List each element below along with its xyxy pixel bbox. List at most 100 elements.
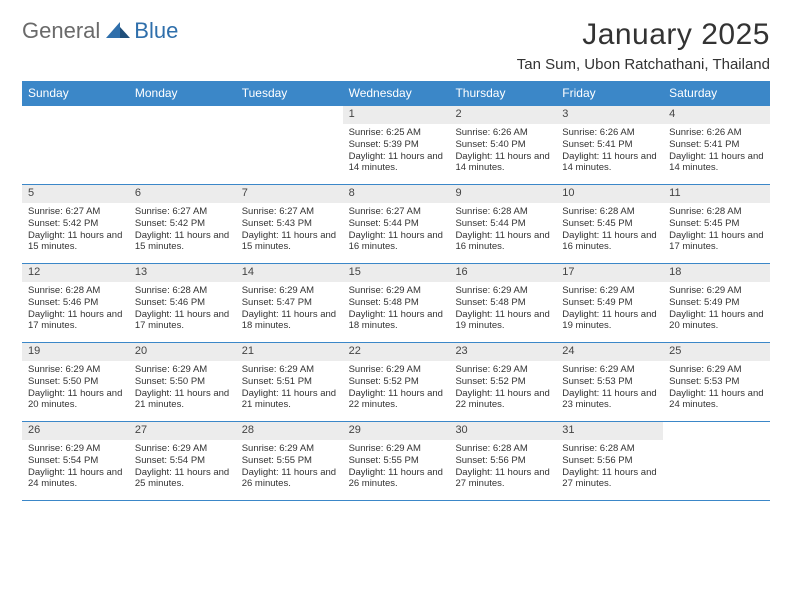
calendar-day: 16Sunrise: 6:29 AMSunset: 5:48 PMDayligh… xyxy=(449,264,556,342)
day-details: Sunrise: 6:29 AMSunset: 5:55 PMDaylight:… xyxy=(236,440,343,497)
day-number: 31 xyxy=(556,422,663,440)
day-details: Sunrise: 6:29 AMSunset: 5:54 PMDaylight:… xyxy=(22,440,129,497)
day-number: 26 xyxy=(22,422,129,440)
day-details: Sunrise: 6:28 AMSunset: 5:44 PMDaylight:… xyxy=(449,203,556,260)
day-details: Sunrise: 6:28 AMSunset: 5:46 PMDaylight:… xyxy=(22,282,129,339)
day-number: 1 xyxy=(343,106,450,124)
day-details: Sunrise: 6:29 AMSunset: 5:55 PMDaylight:… xyxy=(343,440,450,497)
header: General Blue January 2025 Tan Sum, Ubon … xyxy=(22,18,770,73)
weekday-header: Wednesday xyxy=(343,81,450,105)
calendar-day: 7Sunrise: 6:27 AMSunset: 5:43 PMDaylight… xyxy=(236,185,343,263)
day-details: Sunrise: 6:29 AMSunset: 5:52 PMDaylight:… xyxy=(343,361,450,418)
page-title: January 2025 xyxy=(517,18,770,52)
day-number: 18 xyxy=(663,264,770,282)
day-details: Sunrise: 6:28 AMSunset: 5:45 PMDaylight:… xyxy=(556,203,663,260)
calendar-week: 19Sunrise: 6:29 AMSunset: 5:50 PMDayligh… xyxy=(22,342,770,421)
title-block: January 2025 Tan Sum, Ubon Ratchathani, … xyxy=(517,18,770,73)
day-details: Sunrise: 6:29 AMSunset: 5:50 PMDaylight:… xyxy=(22,361,129,418)
day-number: 21 xyxy=(236,343,343,361)
day-number: 16 xyxy=(449,264,556,282)
day-number: 3 xyxy=(556,106,663,124)
day-number: 6 xyxy=(129,185,236,203)
day-details: Sunrise: 6:29 AMSunset: 5:53 PMDaylight:… xyxy=(663,361,770,418)
day-number: 5 xyxy=(22,185,129,203)
day-number: 13 xyxy=(129,264,236,282)
day-number xyxy=(22,106,129,110)
weekday-header: Thursday xyxy=(449,81,556,105)
calendar-day xyxy=(129,106,236,184)
day-number: 30 xyxy=(449,422,556,440)
day-details: Sunrise: 6:29 AMSunset: 5:54 PMDaylight:… xyxy=(129,440,236,497)
day-number: 27 xyxy=(129,422,236,440)
calendar-day: 5Sunrise: 6:27 AMSunset: 5:42 PMDaylight… xyxy=(22,185,129,263)
day-number: 29 xyxy=(343,422,450,440)
calendar-day: 17Sunrise: 6:29 AMSunset: 5:49 PMDayligh… xyxy=(556,264,663,342)
calendar-day: 18Sunrise: 6:29 AMSunset: 5:49 PMDayligh… xyxy=(663,264,770,342)
calendar: SundayMondayTuesdayWednesdayThursdayFrid… xyxy=(22,81,770,501)
calendar-day: 8Sunrise: 6:27 AMSunset: 5:44 PMDaylight… xyxy=(343,185,450,263)
day-details: Sunrise: 6:29 AMSunset: 5:50 PMDaylight:… xyxy=(129,361,236,418)
day-number: 11 xyxy=(663,185,770,203)
day-details: Sunrise: 6:28 AMSunset: 5:46 PMDaylight:… xyxy=(129,282,236,339)
calendar-week: 12Sunrise: 6:28 AMSunset: 5:46 PMDayligh… xyxy=(22,263,770,342)
day-number: 10 xyxy=(556,185,663,203)
day-details: Sunrise: 6:28 AMSunset: 5:56 PMDaylight:… xyxy=(556,440,663,497)
calendar-day xyxy=(663,422,770,500)
day-number: 7 xyxy=(236,185,343,203)
day-details: Sunrise: 6:26 AMSunset: 5:41 PMDaylight:… xyxy=(556,124,663,181)
day-details: Sunrise: 6:26 AMSunset: 5:41 PMDaylight:… xyxy=(663,124,770,181)
day-details: Sunrise: 6:29 AMSunset: 5:48 PMDaylight:… xyxy=(343,282,450,339)
day-number: 22 xyxy=(343,343,450,361)
day-details: Sunrise: 6:29 AMSunset: 5:53 PMDaylight:… xyxy=(556,361,663,418)
calendar-day: 10Sunrise: 6:28 AMSunset: 5:45 PMDayligh… xyxy=(556,185,663,263)
day-details: Sunrise: 6:27 AMSunset: 5:44 PMDaylight:… xyxy=(343,203,450,260)
calendar-day: 13Sunrise: 6:28 AMSunset: 5:46 PMDayligh… xyxy=(129,264,236,342)
day-number: 15 xyxy=(343,264,450,282)
weekday-header-row: SundayMondayTuesdayWednesdayThursdayFrid… xyxy=(22,81,770,105)
day-number: 19 xyxy=(22,343,129,361)
day-number: 28 xyxy=(236,422,343,440)
calendar-day: 25Sunrise: 6:29 AMSunset: 5:53 PMDayligh… xyxy=(663,343,770,421)
calendar-day: 4Sunrise: 6:26 AMSunset: 5:41 PMDaylight… xyxy=(663,106,770,184)
day-number: 25 xyxy=(663,343,770,361)
calendar-day: 2Sunrise: 6:26 AMSunset: 5:40 PMDaylight… xyxy=(449,106,556,184)
day-number: 4 xyxy=(663,106,770,124)
day-details: Sunrise: 6:29 AMSunset: 5:49 PMDaylight:… xyxy=(556,282,663,339)
calendar-day: 31Sunrise: 6:28 AMSunset: 5:56 PMDayligh… xyxy=(556,422,663,500)
location: Tan Sum, Ubon Ratchathani, Thailand xyxy=(517,56,770,73)
day-number xyxy=(663,422,770,426)
calendar-week: 5Sunrise: 6:27 AMSunset: 5:42 PMDaylight… xyxy=(22,184,770,263)
day-details: Sunrise: 6:26 AMSunset: 5:40 PMDaylight:… xyxy=(449,124,556,181)
day-details: Sunrise: 6:27 AMSunset: 5:42 PMDaylight:… xyxy=(22,203,129,260)
calendar-day: 28Sunrise: 6:29 AMSunset: 5:55 PMDayligh… xyxy=(236,422,343,500)
calendar-day: 1Sunrise: 6:25 AMSunset: 5:39 PMDaylight… xyxy=(343,106,450,184)
weekday-header: Monday xyxy=(129,81,236,105)
calendar-day: 11Sunrise: 6:28 AMSunset: 5:45 PMDayligh… xyxy=(663,185,770,263)
logo-text-2: Blue xyxy=(134,18,178,44)
day-details: Sunrise: 6:27 AMSunset: 5:43 PMDaylight:… xyxy=(236,203,343,260)
day-number xyxy=(236,106,343,110)
calendar-day xyxy=(236,106,343,184)
day-details: Sunrise: 6:29 AMSunset: 5:52 PMDaylight:… xyxy=(449,361,556,418)
logo: General Blue xyxy=(22,18,178,44)
calendar-day: 19Sunrise: 6:29 AMSunset: 5:50 PMDayligh… xyxy=(22,343,129,421)
calendar-body: 1Sunrise: 6:25 AMSunset: 5:39 PMDaylight… xyxy=(22,105,770,501)
day-number xyxy=(129,106,236,110)
day-number: 23 xyxy=(449,343,556,361)
day-details: Sunrise: 6:28 AMSunset: 5:56 PMDaylight:… xyxy=(449,440,556,497)
calendar-week: 1Sunrise: 6:25 AMSunset: 5:39 PMDaylight… xyxy=(22,105,770,184)
calendar-day: 9Sunrise: 6:28 AMSunset: 5:44 PMDaylight… xyxy=(449,185,556,263)
day-details: Sunrise: 6:29 AMSunset: 5:49 PMDaylight:… xyxy=(663,282,770,339)
calendar-day: 26Sunrise: 6:29 AMSunset: 5:54 PMDayligh… xyxy=(22,422,129,500)
calendar-day: 20Sunrise: 6:29 AMSunset: 5:50 PMDayligh… xyxy=(129,343,236,421)
day-number: 17 xyxy=(556,264,663,282)
day-number: 12 xyxy=(22,264,129,282)
weekday-header: Sunday xyxy=(22,81,129,105)
calendar-day: 12Sunrise: 6:28 AMSunset: 5:46 PMDayligh… xyxy=(22,264,129,342)
logo-icon xyxy=(106,18,132,44)
calendar-day: 22Sunrise: 6:29 AMSunset: 5:52 PMDayligh… xyxy=(343,343,450,421)
calendar-day: 3Sunrise: 6:26 AMSunset: 5:41 PMDaylight… xyxy=(556,106,663,184)
day-number: 20 xyxy=(129,343,236,361)
calendar-day: 24Sunrise: 6:29 AMSunset: 5:53 PMDayligh… xyxy=(556,343,663,421)
day-details: Sunrise: 6:29 AMSunset: 5:47 PMDaylight:… xyxy=(236,282,343,339)
